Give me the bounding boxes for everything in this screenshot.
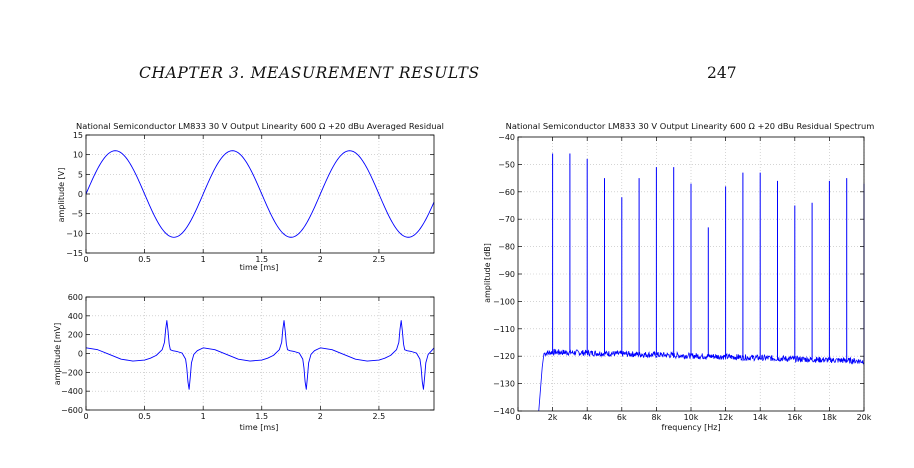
y-tick-label: −70 [498,215,515,224]
x-tick-label: 0.5 [138,255,151,264]
ylabel-residual: amplitude [V] [57,168,66,223]
x-tick-label: 0.5 [138,412,151,421]
ylabel-spectrum: amplitude [dB] [483,243,492,303]
x-tick-label: 10k [684,413,699,422]
y-tick-label: −80 [498,243,515,252]
y-tick-label: −120 [493,352,515,361]
chapter-heading: CHAPTER 3. MEASUREMENT RESULTS [139,64,480,82]
x-tick-label: 2 [318,412,323,421]
x-tick-label: 2k [548,413,558,422]
page-number: 247 [707,64,737,82]
y-tick-label: 600 [68,293,83,302]
x-tick-label: 1.5 [255,412,268,421]
xlabel-spectrum: frequency [Hz] [661,423,720,432]
y-tick-label: −90 [498,270,515,279]
x-tick-label: 4k [582,413,592,422]
chart-title-residual: National Semiconductor LM833 30 V Output… [76,121,444,131]
y-tick-label: −130 [493,380,515,389]
y-tick-label: −100 [493,297,515,306]
y-tick-label: 200 [68,331,83,340]
y-tick-label: −60 [498,188,515,197]
x-tick-label: 2.5 [373,412,386,421]
plot-frame-residual [85,134,435,254]
series-line-residual [85,150,435,238]
y-tick-label: −15 [66,249,83,258]
x-tick-label: 2.5 [373,255,386,264]
y-tick-label: 0 [78,190,83,199]
x-tick-label: 18k [822,413,837,422]
page-header: CHAPTER 3. MEASUREMENT RESULTS 247 [0,0,914,100]
x-tick-label: 1.5 [255,255,268,264]
y-tick-label: −5 [71,210,83,219]
x-tick-label: 1 [201,255,206,264]
y-tick-label: 0 [78,350,83,359]
y-tick-label: −50 [498,160,515,169]
y-tick-label: −600 [61,406,83,415]
xlabel-mv: time [ms] [240,423,279,432]
x-tick-label: 12k [718,413,733,422]
x-tick-label: 8k [652,413,662,422]
plot-frame-mv [85,296,435,411]
y-tick-label: −140 [493,407,515,416]
x-tick-label: 14k [753,413,768,422]
y-tick-label: −10 [66,229,83,238]
y-tick-label: 400 [68,312,83,321]
y-tick-label: 5 [78,170,83,179]
x-tick-label: 6k [617,413,627,422]
y-tick-label: 15 [73,131,83,140]
y-tick-label: −400 [61,387,83,396]
plot-frame-spectrum [517,136,865,412]
y-tick-label: −200 [61,368,83,377]
x-tick-label: 0 [83,255,88,264]
ylabel-mv: amplitude [mV] [53,323,62,385]
y-tick-label: −110 [493,325,515,334]
series-line-mv [85,320,435,390]
x-tick-label: 1 [201,412,206,421]
noise-floor-line [538,348,865,412]
x-tick-label: 0 [83,412,88,421]
x-tick-label: 20k [857,413,872,422]
x-tick-label: 16k [787,413,802,422]
y-tick-label: −40 [498,133,515,142]
y-tick-label: 10 [73,151,83,160]
xlabel-residual: time [ms] [240,263,279,272]
chart-title-spectrum: National Semiconductor LM833 30 V Output… [506,121,875,131]
x-tick-label: 2 [318,255,323,264]
x-tick-label: 0 [515,413,520,422]
